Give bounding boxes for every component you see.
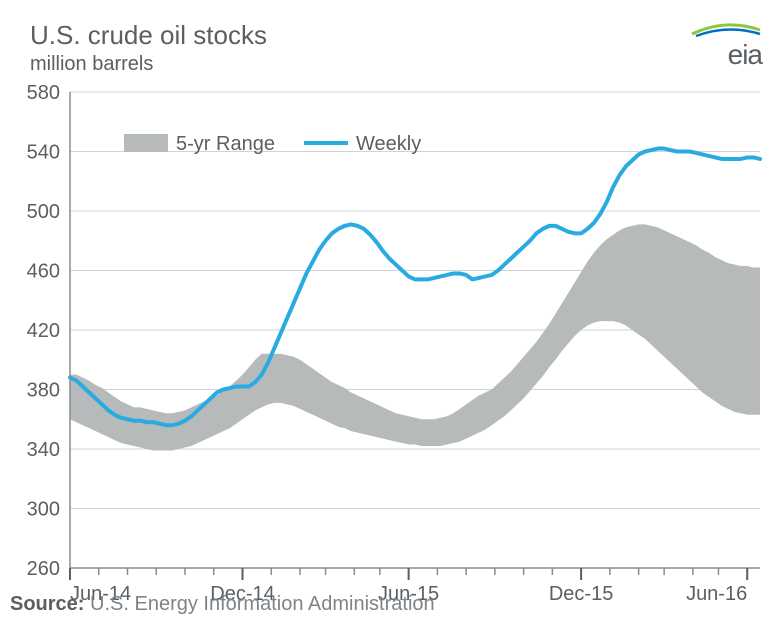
- source-label: Source:: [10, 593, 84, 615]
- y-tick-label: 540: [27, 142, 60, 164]
- y-tick-label: 460: [27, 261, 60, 283]
- y-tick-label: 420: [27, 320, 60, 342]
- y-tick-label: 380: [27, 380, 60, 402]
- y-tick-label: 260: [27, 558, 60, 580]
- legend-swatch-range: [124, 134, 168, 152]
- y-tick-label: 500: [27, 201, 60, 223]
- chart-container: U.S. crude oil stocks million barrels ei…: [0, 0, 780, 630]
- x-tick-label: Dec-15: [549, 583, 613, 605]
- legend-label-range: 5-yr Range: [176, 133, 275, 155]
- legend-label-weekly: Weekly: [356, 133, 421, 155]
- x-tick-label: Jun-16: [686, 583, 747, 605]
- chart-source: Source: U.S. Energy Information Administ…: [10, 593, 435, 616]
- y-tick-label: 580: [27, 82, 60, 104]
- y-tick-label: 300: [27, 499, 60, 521]
- source-text: U.S. Energy Information Administration: [90, 593, 435, 615]
- chart-plot: 260300340380420460500540580 Jun-14Dec-14…: [0, 0, 780, 630]
- y-tick-label: 340: [27, 439, 60, 461]
- range-band: [70, 224, 760, 450]
